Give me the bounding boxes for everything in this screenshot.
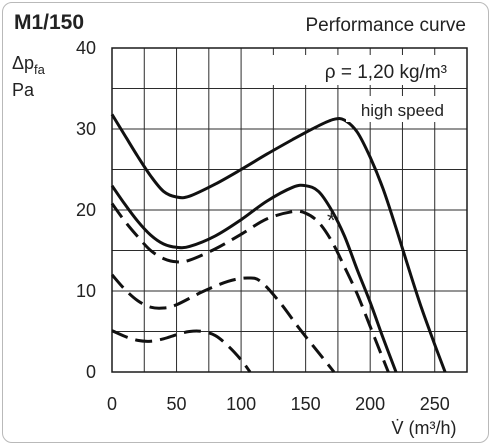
plot-area-border	[111, 47, 468, 373]
performance-curve-3	[110, 202, 390, 373]
curve-marker: *	[327, 208, 336, 233]
y-tick-label: 20	[76, 200, 96, 220]
curves	[110, 113, 447, 373]
x-tick-label: 150	[291, 394, 321, 414]
x-tick-label: 250	[420, 394, 450, 414]
speed-label: high speed	[361, 101, 444, 120]
grid	[111, 47, 468, 373]
performance-curve-1	[110, 113, 447, 373]
x-tick-label: 50	[167, 394, 187, 414]
y-tick-label: 40	[76, 38, 96, 58]
y-axis-label-subscript: fa	[34, 62, 46, 77]
x-tick-label: 100	[226, 394, 256, 414]
x-axis-label: V̇ (m³/h)	[392, 418, 457, 438]
density-label: ρ = 1,20 kg/m³	[325, 62, 447, 83]
performance-curve-4	[110, 273, 336, 373]
y-axis-label: Δpfa	[12, 53, 46, 77]
density-label-bg	[272, 55, 455, 85]
y-tick-label: 10	[76, 281, 96, 301]
chart-frame	[2, 2, 489, 443]
y-tick-label: 0	[86, 362, 96, 382]
speed-label-bg	[346, 96, 448, 122]
chart-subtitle: Performance curve	[305, 15, 466, 36]
performance-curve-5	[111, 329, 252, 373]
x-tick-label: 200	[355, 394, 385, 414]
y-axis-label-symbol: Δp	[12, 53, 34, 73]
x-tick-label: 0	[107, 394, 117, 414]
tick-labels: 0 50 100 150 200 250 0 10 20 30 40	[76, 38, 450, 414]
chart-title: M1/150	[14, 11, 84, 34]
y-axis-unit: Pa	[12, 80, 35, 100]
y-tick-label: 30	[76, 119, 96, 139]
performance-curve-2	[110, 183, 398, 373]
